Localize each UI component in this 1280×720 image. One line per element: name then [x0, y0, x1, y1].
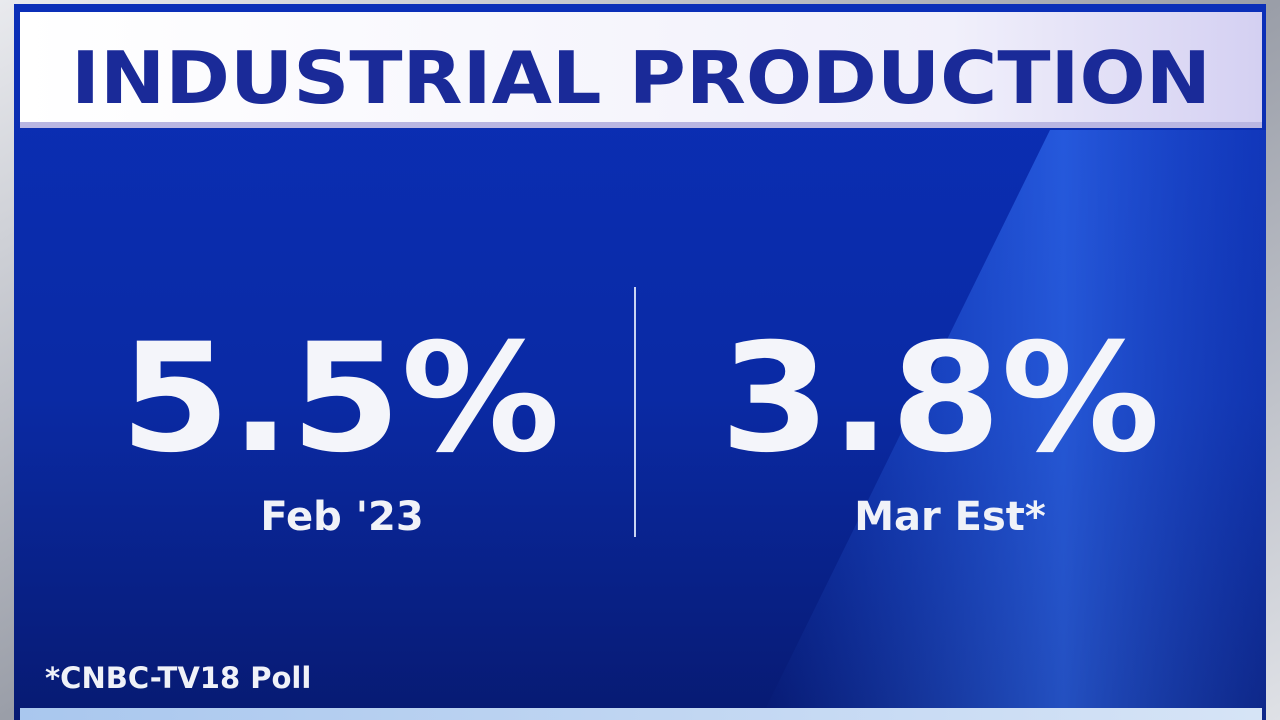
- title: INDUSTRIAL PRODUCTION: [71, 36, 1211, 120]
- title-bar-edge: [20, 122, 1262, 128]
- stat-label: Feb '23: [260, 494, 423, 540]
- footnote: *CNBC-TV18 Poll: [45, 661, 311, 695]
- title-bar: [20, 12, 1262, 128]
- bottom-strip: [20, 708, 1262, 720]
- panel-shine: [760, 130, 1266, 720]
- stat-label: Mar Est*: [854, 494, 1046, 540]
- stat-value: 5.5%: [120, 312, 560, 486]
- stat-value: 3.8%: [720, 312, 1160, 486]
